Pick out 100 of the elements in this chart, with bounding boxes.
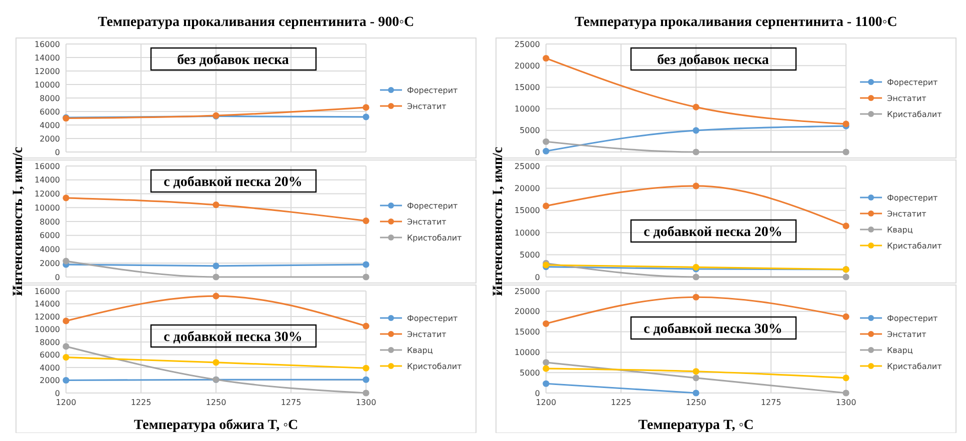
x-tick-label: 1200 xyxy=(56,398,76,407)
y-tick-label: 4000 xyxy=(40,120,60,130)
y-tick-label: 14000 xyxy=(34,53,60,62)
legend-label: Энстатит xyxy=(407,102,447,111)
point xyxy=(62,194,70,202)
y-tick-label: 14000 xyxy=(34,300,60,309)
y-tick-label: 20000 xyxy=(514,184,540,193)
y-tick-label: 8000 xyxy=(40,94,60,103)
y-tick-label: 8000 xyxy=(40,217,60,226)
annotation: с добавкой песка 30% xyxy=(644,322,782,337)
legend-label: Энстатит xyxy=(887,330,927,339)
point xyxy=(842,390,850,396)
x-tick-label: 1200 xyxy=(536,398,556,407)
y-tick-label: 2000 xyxy=(40,376,60,386)
y-tick-label: 16000 xyxy=(34,286,60,296)
point xyxy=(842,374,850,382)
point xyxy=(362,274,370,280)
x-tick-label: 1250 xyxy=(686,398,706,407)
point xyxy=(542,365,550,372)
point xyxy=(692,274,700,280)
x-tick-label: 1275 xyxy=(760,398,782,407)
y-tick-label: 14000 xyxy=(34,176,60,185)
y-tick-label: 10000 xyxy=(34,325,60,334)
annotation: с добавкой песка 30% xyxy=(164,330,302,345)
y-tick-label: 5000 xyxy=(520,250,540,260)
y-tick-label: 12000 xyxy=(34,190,60,199)
legend-label: Кристобалит xyxy=(407,233,462,242)
y-axis-title: Интенсивность I, имп/с xyxy=(491,146,506,296)
point xyxy=(362,376,370,383)
legend-label: Форестерит xyxy=(407,86,458,95)
point xyxy=(362,364,370,372)
y-tick-label: 16000 xyxy=(34,162,60,171)
y-tick-label: 8000 xyxy=(40,338,60,347)
point xyxy=(542,202,550,210)
x-axis-title: Температура T, ◦C xyxy=(638,418,754,433)
legend-label: Форестерит xyxy=(407,314,458,323)
legend-label: Форестерит xyxy=(887,78,938,87)
point xyxy=(62,318,70,324)
legend-label: Кварц xyxy=(407,346,434,355)
y-tick-label: 0 xyxy=(534,388,540,398)
y-axis-title: Интенсивность I, имп/с xyxy=(11,146,26,296)
point xyxy=(362,218,370,224)
point xyxy=(542,380,550,387)
y-tick-label: 25000 xyxy=(514,40,540,49)
legend-label: Энстатит xyxy=(407,217,447,226)
annotation: с добавкой песка 20% xyxy=(644,225,782,240)
y-tick-label: 0 xyxy=(54,388,60,398)
y-tick-label: 10000 xyxy=(34,80,60,90)
legend-label: Кристабалит xyxy=(887,362,942,371)
point xyxy=(212,359,220,366)
y-tick-label: 15000 xyxy=(514,328,540,337)
legend-label: Кварц xyxy=(887,346,914,355)
point xyxy=(692,390,700,396)
y-tick-label: 2000 xyxy=(40,134,60,144)
legend-label: Энстатит xyxy=(407,330,447,339)
point xyxy=(62,376,70,384)
point xyxy=(542,148,550,154)
chart-title: Температура прокаливания серпентинита - 1100◦C xyxy=(574,15,898,30)
point xyxy=(62,343,70,350)
x-tick-label: 1275 xyxy=(280,398,302,407)
y-tick-label: 5000 xyxy=(520,126,540,136)
annotation: с добавкой песка 20% xyxy=(164,175,302,190)
point xyxy=(362,114,370,120)
y-tick-label: 20000 xyxy=(514,307,540,316)
point xyxy=(542,359,550,366)
point xyxy=(62,354,70,361)
y-tick-label: 10000 xyxy=(514,104,540,114)
legend-label: Кристабалит xyxy=(887,241,942,250)
point xyxy=(62,258,70,264)
point xyxy=(542,138,550,145)
y-tick-label: 6000 xyxy=(40,107,60,116)
x-tick-label: 1300 xyxy=(356,398,376,407)
y-tick-label: 2000 xyxy=(40,258,60,268)
point xyxy=(842,148,850,156)
annotation: без добавок песка xyxy=(177,53,289,68)
point xyxy=(842,313,850,320)
legend-label: Энстатит xyxy=(887,209,927,218)
legend-label: Форестерит xyxy=(887,193,938,202)
y-tick-label: 4000 xyxy=(40,363,60,372)
point xyxy=(212,262,220,270)
x-axis-title: Температура обжига T, ◦C xyxy=(134,418,298,433)
point xyxy=(692,294,700,300)
legend-label: Энстатит xyxy=(887,94,927,103)
legend-label: Кристабалит xyxy=(887,110,942,119)
legend-label: Форестерит xyxy=(407,201,458,210)
y-tick-label: 6000 xyxy=(40,350,60,360)
x-tick-label: 1250 xyxy=(206,398,226,407)
point xyxy=(542,54,550,62)
y-tick-label: 20000 xyxy=(514,61,540,70)
x-tick-label: 1300 xyxy=(836,398,856,407)
point xyxy=(842,274,850,280)
y-tick-label: 16000 xyxy=(34,40,60,49)
point xyxy=(362,322,370,330)
point xyxy=(212,292,220,300)
point xyxy=(362,390,370,396)
point xyxy=(842,222,850,230)
x-tick-label: 1225 xyxy=(130,398,152,407)
point xyxy=(692,374,700,382)
point xyxy=(542,320,550,327)
point xyxy=(362,261,370,268)
